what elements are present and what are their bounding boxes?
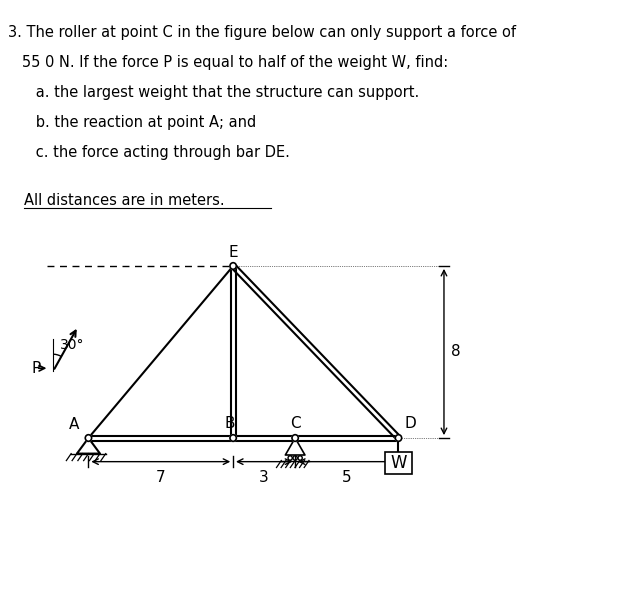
Text: 3. The roller at point C in the figure below can only support a force of: 3. The roller at point C in the figure b…: [8, 25, 516, 40]
FancyBboxPatch shape: [385, 452, 412, 474]
Text: c. the force acting through bar DE.: c. the force acting through bar DE.: [8, 145, 289, 160]
Text: 7: 7: [156, 470, 166, 485]
Text: B: B: [224, 416, 234, 431]
Circle shape: [292, 435, 298, 441]
Text: 30°: 30°: [60, 338, 84, 352]
Text: All distances are in meters.: All distances are in meters.: [24, 193, 224, 208]
Text: 3: 3: [259, 470, 269, 485]
Text: E: E: [228, 245, 238, 260]
Text: D: D: [404, 416, 416, 431]
Text: 8: 8: [451, 345, 460, 359]
Text: b. the reaction at point A; and: b. the reaction at point A; and: [8, 115, 256, 130]
Text: 5: 5: [342, 470, 351, 485]
Text: a. the largest weight that the structure can support.: a. the largest weight that the structure…: [8, 85, 419, 100]
Text: 55 0 N. If the force P is equal to half of the weight W, find:: 55 0 N. If the force P is equal to half …: [8, 55, 448, 70]
Circle shape: [230, 263, 236, 269]
Text: W: W: [390, 454, 407, 472]
Text: P: P: [32, 361, 41, 376]
Text: C: C: [290, 416, 300, 431]
Circle shape: [85, 435, 92, 441]
Circle shape: [230, 435, 236, 441]
Circle shape: [396, 435, 402, 441]
Text: A: A: [68, 417, 79, 432]
